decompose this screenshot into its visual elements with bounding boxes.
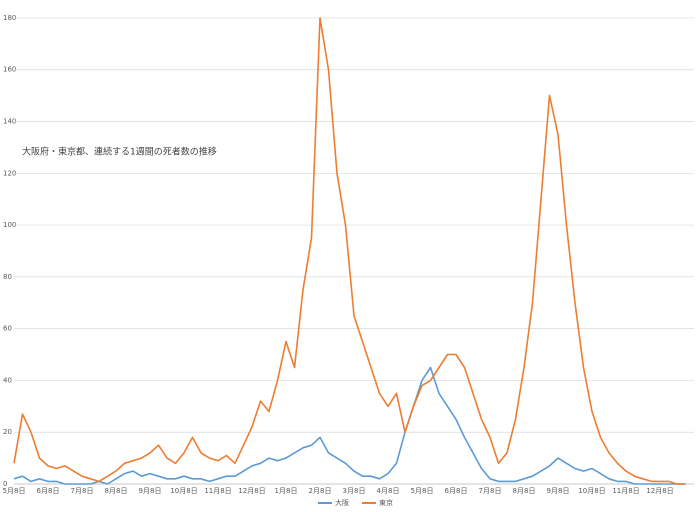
y-tick-label: 20 bbox=[3, 428, 12, 436]
x-tick-label: 7月8日 bbox=[71, 487, 94, 495]
x-tick-label: 10月8日 bbox=[578, 487, 605, 495]
y-tick-label: 0 bbox=[3, 480, 7, 488]
y-tick-label: 180 bbox=[3, 14, 16, 22]
x-tick-label: 9月8日 bbox=[139, 487, 162, 495]
y-tick-label: 60 bbox=[3, 325, 12, 333]
x-tick-label: 6月8日 bbox=[37, 487, 60, 495]
x-tick-label: 6月8日 bbox=[445, 487, 468, 495]
x-tick-label: 12月8日 bbox=[238, 487, 265, 495]
y-tick-label: 160 bbox=[3, 66, 16, 74]
x-tick-label: 10月8日 bbox=[170, 487, 197, 495]
chart-title: 大阪府・東京都、連続する1週間の死者数の推移 bbox=[22, 146, 217, 158]
legend-label: 大阪 bbox=[335, 498, 349, 507]
series-line bbox=[13, 366, 686, 485]
series-line bbox=[13, 17, 686, 485]
x-tick-label: 4月8日 bbox=[377, 487, 400, 495]
x-tick-label: 7月8日 bbox=[479, 487, 502, 495]
y-tick-label: 140 bbox=[3, 118, 16, 126]
x-tick-label: 11月8日 bbox=[612, 487, 639, 495]
y-tick-label: 100 bbox=[3, 221, 16, 229]
x-tick-label: 12月8日 bbox=[646, 487, 673, 495]
y-tick-label: 40 bbox=[3, 376, 12, 384]
x-tick-label: 8月8日 bbox=[513, 487, 536, 495]
x-tick-label: 2月8日 bbox=[309, 487, 332, 495]
x-tick-label: 1月8日 bbox=[275, 487, 298, 495]
x-tick-label: 9月8日 bbox=[547, 487, 570, 495]
x-tick-label: 5月8日 bbox=[411, 487, 434, 495]
x-tick-label: 5月8日 bbox=[3, 487, 26, 495]
x-tick-label: 3月8日 bbox=[343, 487, 366, 495]
legend-label: 東京 bbox=[379, 498, 393, 507]
x-tick-label: 11月8日 bbox=[204, 487, 231, 495]
y-tick-label: 120 bbox=[3, 169, 16, 177]
x-tick-label: 8月8日 bbox=[105, 487, 128, 495]
y-tick-label: 80 bbox=[3, 273, 12, 281]
